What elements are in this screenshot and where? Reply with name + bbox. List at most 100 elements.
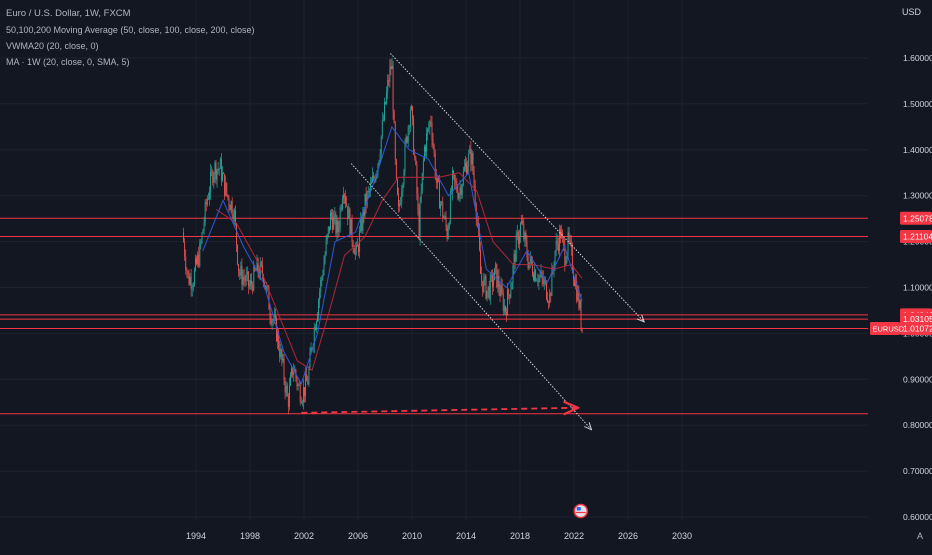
candle-body [479, 229, 480, 250]
candle-body [557, 243, 559, 251]
candle-body [228, 197, 230, 206]
candle-body [387, 80, 389, 92]
candle-body [240, 265, 242, 276]
candle-body [417, 193, 419, 210]
candle-body [200, 242, 202, 244]
candle-body [457, 191, 459, 199]
candle-body [500, 285, 502, 297]
candle-body [364, 193, 366, 216]
candle-body [255, 270, 257, 272]
candle-body [488, 286, 490, 299]
candle-body [207, 198, 209, 200]
candle-body [384, 102, 385, 120]
price-badge-label: 1.03105 [903, 314, 932, 324]
candle-body [333, 216, 335, 230]
candle-body [298, 384, 300, 386]
candle-body [483, 278, 485, 292]
price-axis-panel[interactable] [868, 0, 932, 550]
candle-body [560, 229, 561, 239]
candle-body [498, 275, 500, 290]
candle-body [536, 280, 538, 282]
candle-body [481, 273, 483, 281]
candle-body [352, 242, 354, 250]
candle-body [528, 262, 530, 269]
candle-body [427, 128, 429, 134]
candle-body [496, 263, 498, 288]
candle-body [492, 274, 493, 287]
candle-body [224, 173, 226, 196]
candle-body [281, 349, 283, 361]
candle-body [381, 120, 383, 137]
candle-body [334, 213, 336, 217]
candle-body [538, 276, 540, 283]
candle-body [407, 126, 409, 143]
candle-body [547, 299, 548, 303]
candle-body [425, 146, 426, 152]
candle-body [299, 385, 301, 402]
candle-body [257, 258, 259, 273]
candle-body [484, 275, 486, 279]
candle-body [549, 292, 551, 304]
candles [183, 57, 583, 415]
candle-body [327, 226, 329, 235]
candle-body [192, 285, 194, 288]
candle-body [256, 258, 258, 271]
candle-body [510, 289, 512, 298]
candle-body [202, 229, 204, 234]
candle-body [287, 396, 289, 407]
candle-body [472, 152, 474, 174]
candle-body [503, 306, 505, 312]
candle-body [358, 246, 359, 253]
moving-averages [202, 125, 583, 386]
candle-body [357, 243, 358, 247]
candle-body [211, 171, 213, 173]
candle-body [283, 358, 285, 381]
candle-body [188, 274, 190, 285]
candle-body [222, 173, 223, 181]
candle-body [278, 331, 280, 349]
candle-body [206, 198, 208, 205]
candle-body [373, 175, 375, 179]
candle-body [459, 187, 461, 195]
candle-body [414, 154, 416, 158]
candle-body [501, 285, 503, 294]
candle-body [321, 277, 323, 280]
candle-body [303, 387, 304, 403]
dashed-target-arrow[interactable] [301, 408, 578, 413]
candle-body [402, 184, 404, 192]
candle-body [440, 203, 442, 209]
candle-body [213, 174, 215, 183]
candle-body [460, 187, 462, 195]
candle-body [485, 275, 487, 299]
candle-body [504, 306, 506, 313]
candle-body [368, 190, 370, 192]
symbol-tag[interactable] [870, 321, 900, 335]
candle-body [189, 276, 191, 285]
candle-body [511, 283, 513, 290]
legend: Euro / U.S. Dollar, 1W, FXCM 50,100,200 M… [6, 8, 255, 67]
candle-body [564, 245, 566, 266]
candle-body [305, 374, 307, 396]
candle-body [555, 240, 557, 252]
candle-body [185, 256, 187, 270]
candle-body [482, 280, 484, 292]
candle-body [250, 280, 251, 286]
candle-body [264, 283, 266, 286]
us-flag-event-icon[interactable] [573, 503, 588, 519]
candle-body [351, 219, 353, 243]
candle-body [395, 159, 397, 179]
candle-body [575, 280, 577, 286]
candle-body [231, 201, 233, 216]
candle-body [277, 331, 278, 342]
candle-body [229, 205, 231, 211]
candle-body [271, 320, 273, 325]
candle-body [522, 221, 524, 225]
candle-body [486, 290, 488, 299]
price-badge-label: 1.21104 [903, 232, 932, 242]
candle-body [294, 369, 296, 372]
candle-body [566, 253, 568, 262]
candle-body [401, 191, 403, 203]
legend-indicator: VWMA20 (20, close, 0) [6, 41, 99, 51]
